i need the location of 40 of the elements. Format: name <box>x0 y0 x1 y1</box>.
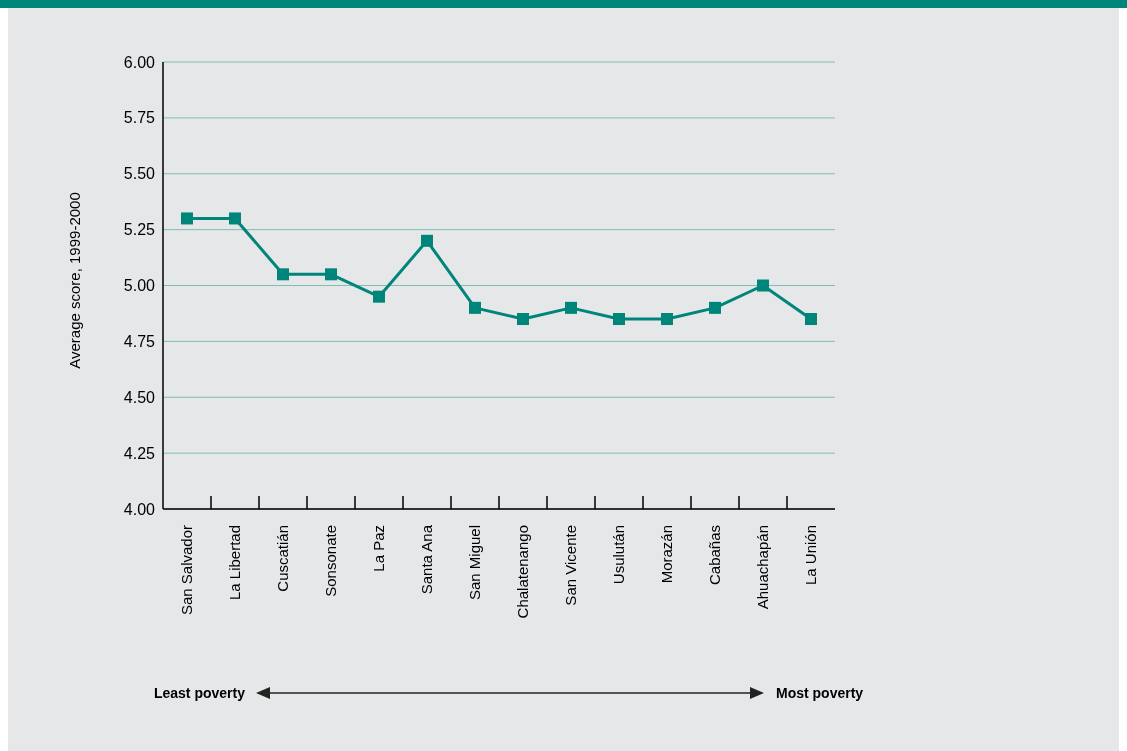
point <box>661 313 673 326</box>
point <box>517 313 529 326</box>
x-tick-label: Usulután <box>610 525 627 585</box>
y-tick-label: 5.00 <box>123 277 156 295</box>
point <box>805 313 817 326</box>
point <box>469 301 481 314</box>
x-tick-label: San Salvador <box>178 525 195 616</box>
point <box>229 212 241 225</box>
text: Most poverty <box>776 684 864 701</box>
x-tick-label: Chalatenango <box>514 525 531 619</box>
x-tick-label: Sonsonate <box>322 525 339 597</box>
point <box>421 234 433 247</box>
x-tick-label: Santa Ana <box>418 524 435 595</box>
point <box>325 268 337 281</box>
x-tick-label: Cabañas <box>706 525 723 586</box>
y-tick-label: 5.75 <box>123 109 156 127</box>
point <box>181 212 193 225</box>
y-tick-label: 4.00 <box>123 500 156 518</box>
x-tick-label: Morazán <box>658 525 675 584</box>
x-tick-label: Ahuachapán <box>754 525 771 610</box>
x-tick-label: La Paz <box>370 525 387 572</box>
point <box>757 279 769 292</box>
point <box>277 268 289 281</box>
x-tick-label: San Miguel <box>466 525 483 601</box>
text: Least poverty <box>153 684 246 701</box>
point <box>709 301 721 314</box>
point <box>373 290 385 303</box>
point <box>613 313 625 326</box>
point <box>565 301 577 314</box>
y-tick-label: 4.50 <box>123 388 156 406</box>
x-tick-label: San Vicente <box>562 525 579 606</box>
y-tick-label: 4.25 <box>123 444 156 462</box>
x-tick-label: La Unión <box>802 525 819 586</box>
x-tick-label: La Libertad <box>226 525 243 601</box>
y-axis-title: Average score, 1999-2000 <box>66 192 83 369</box>
y-tick-label: 5.25 <box>123 221 156 239</box>
y-tick-label: 6.00 <box>123 53 156 71</box>
y-tick-label: 5.50 <box>123 165 156 183</box>
y-tick-label: 4.75 <box>123 332 156 350</box>
x-tick-label: Cuscatián <box>274 525 291 592</box>
